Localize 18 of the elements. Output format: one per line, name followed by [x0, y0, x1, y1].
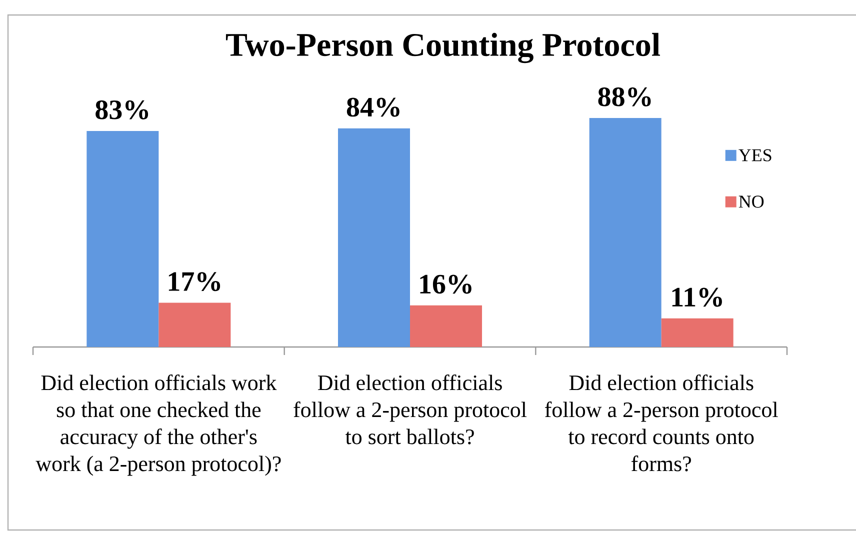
data-label: 83% [96, 100, 148, 120]
x-tick-label: Did election officials follow a 2-person protocol to sort ballots? [294, 374, 527, 444]
data-label: 16% [420, 274, 472, 294]
data-label: 88% [598, 87, 651, 106]
data-label: 11% [672, 288, 722, 307]
data-label: 84% [346, 98, 400, 117]
data-label: 17% [168, 272, 220, 292]
bar [410, 305, 482, 347]
bar [158, 302, 231, 347]
legend-label: NO [738, 196, 764, 208]
bar [589, 118, 662, 347]
bar [661, 318, 734, 347]
x-tick-label: Did election officials work so that one checked the accuracy of the other's work (a 2-person protocol)? [36, 374, 281, 476]
bar [86, 131, 159, 347]
bar [338, 128, 410, 347]
x-tick-label: Did election officials follow a 2-person protocol to record counts onto forms? [545, 374, 778, 472]
chart-title: Two-Person Counting Protocol [226, 32, 660, 64]
legend-label: YES [738, 149, 772, 162]
